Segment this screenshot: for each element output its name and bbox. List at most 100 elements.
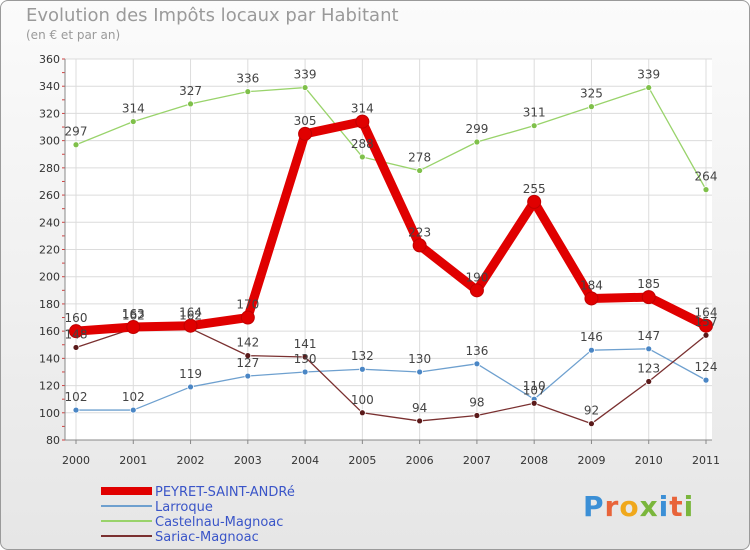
series-line-1 [75,348,707,411]
data-label: 119 [179,367,202,381]
data-label: 336 [236,72,259,86]
data-point [244,88,252,96]
y-tick-label: 340 [39,80,60,93]
data-label: 164 [179,306,202,320]
axes: 80 100 120 140 160 180 200 220 240 260 280 300 320 34… [39,53,720,467]
x-tick-label: 2004 [291,454,319,467]
y-tick-label: 200 [39,271,60,284]
data-point [473,360,481,368]
data-label: 299 [465,122,488,136]
data-point [358,409,366,417]
y-tick-label: 80 [46,434,60,447]
data-label: 314 [122,102,145,116]
x-tick-label: 2000 [62,454,90,467]
data-point [699,318,713,333]
x-tick-label: 2010 [635,454,663,467]
data-label: 311 [523,106,546,120]
chart-title: Evolution des Impôts locaux par Habitant [26,5,399,26]
legend: PEYRET-SAINT-ANDRéLarroqueCastelnau-Magn… [101,485,295,545]
data-point [645,378,653,385]
data-point [358,153,366,161]
y-tick-label: 120 [39,380,60,393]
data-point [584,291,599,306]
data-label: 146 [580,330,603,344]
x-tick-label: 2002 [177,454,205,467]
legend-label: Sariac-Magnoac [155,530,259,545]
x-tick-label: 2006 [406,454,434,467]
data-label: 132 [351,349,374,363]
data-label: 162 [179,308,202,322]
y-tick-label: 300 [39,135,60,148]
data-point [72,406,80,414]
y-tick-label: 180 [39,298,60,311]
data-label: 100 [351,393,374,407]
y-tick-label: 240 [39,216,60,229]
legend-label: Larroque [155,500,213,515]
x-tick-label: 2001 [119,454,147,467]
data-label: 98 [469,396,484,410]
series-line-0 [71,117,711,336]
data-point [187,383,194,391]
data-label: 223 [408,225,431,239]
data-label: 184 [580,278,603,292]
data-point [702,331,710,339]
x-tick-label: 2009 [577,454,605,467]
data-label: 130 [408,352,431,366]
data-label: 305 [294,114,317,128]
proxiti-logo: Proxiti [583,490,695,523]
chart-subtitle: (en € et par an) [26,28,121,42]
data-point [298,126,313,141]
data-label: 278 [408,151,431,165]
data-label: 107 [523,383,546,397]
x-tick-label: 2008 [520,454,548,467]
data-label: 157 [695,315,718,329]
data-point [358,365,366,373]
series-line-2 [75,86,707,191]
data-point [645,84,653,91]
data-label: 297 [65,125,88,139]
data-label: 339 [294,68,317,82]
data-label: 123 [637,361,660,375]
data-point [183,318,198,333]
data-label: 314 [351,102,374,116]
data-label: 92 [584,404,599,418]
data-label: 325 [580,87,603,101]
data-label: 136 [465,344,488,358]
data-point [187,100,194,108]
data-point [72,141,80,149]
data-point [355,114,370,129]
y-tick-label: 220 [39,244,60,257]
data-label: 164 [695,306,718,320]
data-label: 102 [122,390,145,404]
y-tick-label: 100 [39,407,60,420]
data-label: 288 [351,137,374,151]
data-label: 110 [523,379,546,393]
data-point [126,320,141,335]
data-point [301,84,309,91]
data-label: 190 [465,270,488,284]
data-label: 102 [65,390,88,404]
x-tick-label: 2003 [234,454,262,467]
data-label: 160 [65,311,88,325]
data-point [588,103,595,111]
data-point [412,238,427,253]
data-label: 185 [637,277,660,291]
data-point [645,345,653,353]
data-point [72,344,80,351]
data-point [530,399,538,407]
x-tick-label: 2005 [348,454,376,467]
y-tick-label: 260 [39,189,60,202]
x-tick-label: 2011 [692,454,720,467]
data-label: 148 [65,327,88,341]
y-tick-label: 160 [39,325,60,338]
data-label: 147 [637,329,660,343]
data-point [588,420,595,428]
data-point [244,372,252,380]
data-label: 327 [179,84,202,98]
data-label: 142 [236,336,259,350]
data-label: 339 [637,68,660,82]
data-label: 163 [122,307,145,321]
x-tick-label: 2007 [463,454,491,467]
data-point [473,412,481,419]
data-label: 264 [695,170,718,184]
